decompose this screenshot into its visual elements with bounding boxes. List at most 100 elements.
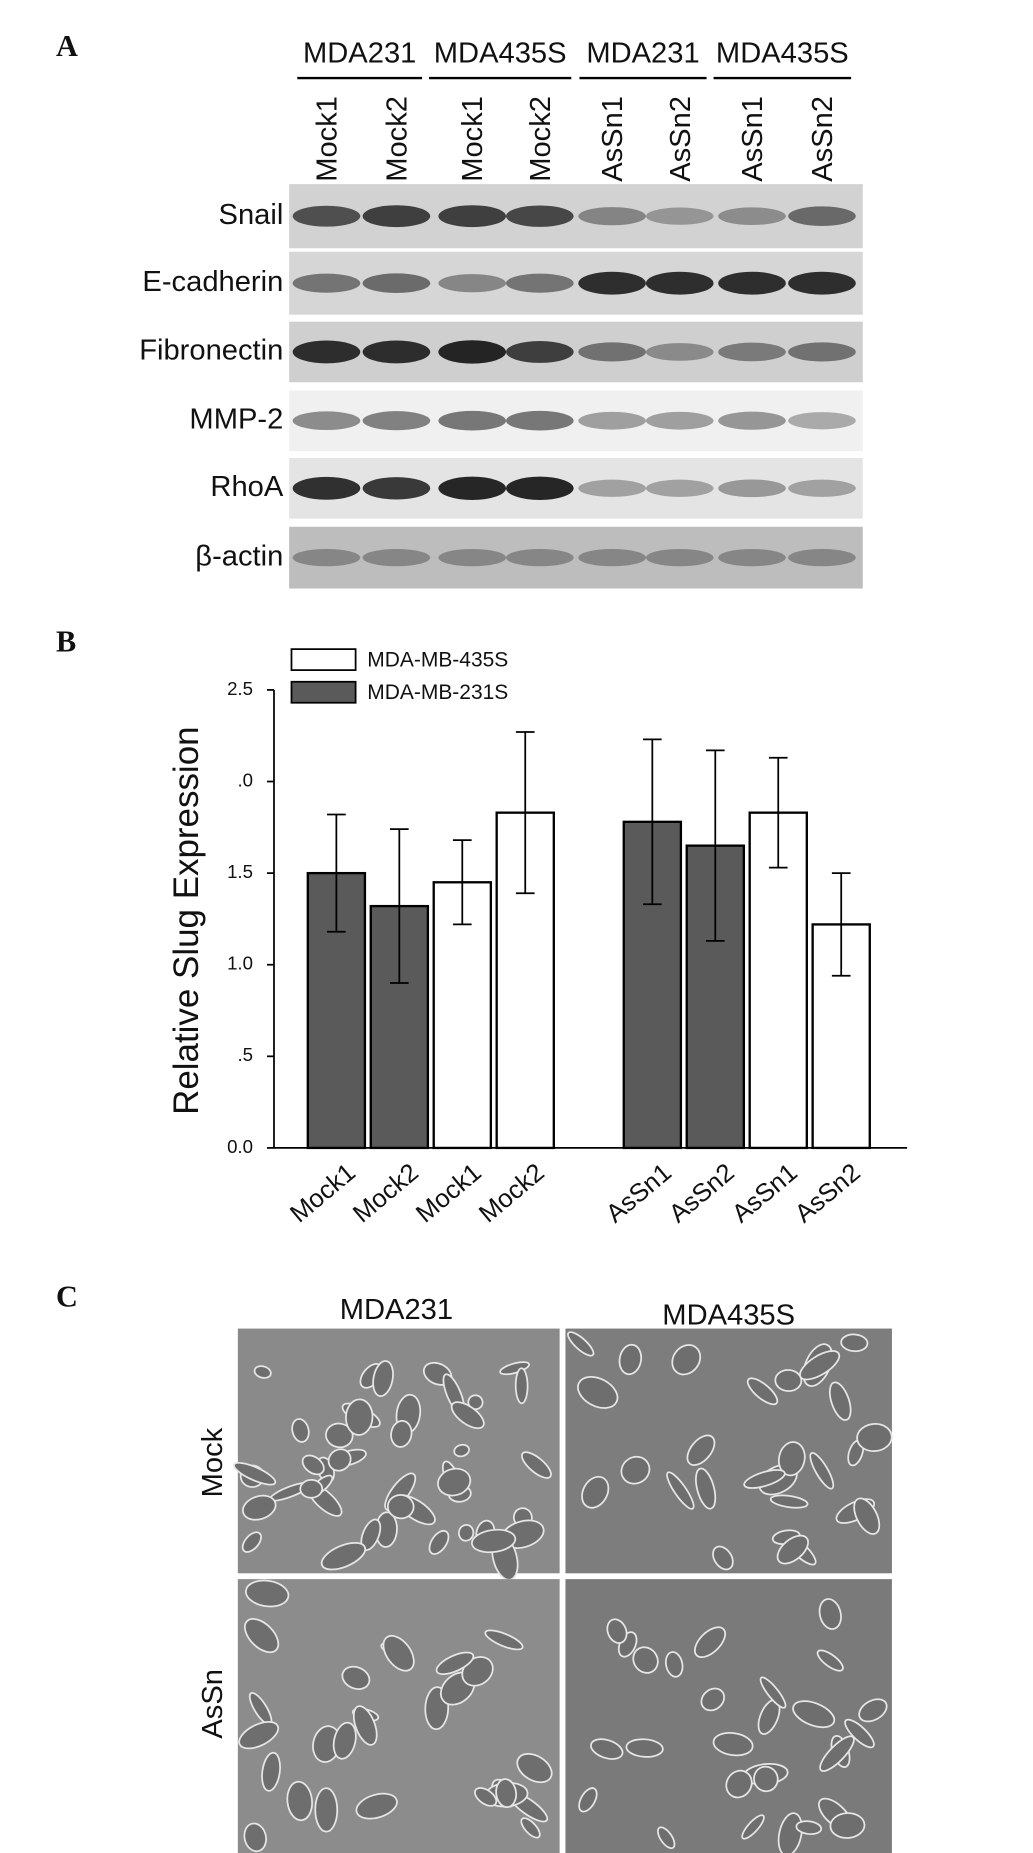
cell [345,1398,374,1436]
cell [253,1365,272,1379]
blot-strip [289,526,863,589]
cell [325,1422,354,1449]
cell [700,1687,725,1712]
cell [753,1765,779,1793]
cell [520,1817,541,1839]
cell [618,1343,643,1376]
blot-band [438,549,507,567]
lane-label: AsSn1 [737,96,769,182]
bar [811,923,871,1150]
y-axis-label: Relative Slug Expression [167,726,206,1114]
x-tick-label: AsSn1 [727,1158,803,1228]
blot-band [718,549,786,567]
blot-band [506,410,574,431]
cell [746,1377,779,1406]
blot-band [438,410,507,431]
x-tick-label: Mock2 [474,1158,550,1228]
blot-band [362,205,431,228]
blot-band [578,207,646,226]
x-tick-label: Mock1 [285,1158,361,1228]
cell [666,1471,695,1510]
cell [372,1360,394,1397]
error-bar [389,828,409,984]
blot-strip [289,390,863,452]
y-tick-label: 2.5 [227,678,253,699]
cell [776,1534,809,1565]
x-tick-label: Mock1 [411,1158,487,1228]
cell [314,1787,339,1833]
cell [499,1361,530,1376]
error-bar [515,731,535,895]
column-label: MDA435S [662,1300,795,1332]
blot-band [438,340,507,364]
cell [671,1344,702,1376]
x-tick-label: AsSn1 [601,1158,677,1228]
blot-band [506,340,574,363]
y-tick-label: .5 [237,1044,253,1065]
blot-band [438,205,507,228]
blot-band [718,479,786,498]
y-tick-label: 1.0 [227,953,253,974]
error-bar [705,749,725,942]
cell [457,1524,475,1542]
error-bar [452,839,472,926]
cell [840,1333,869,1353]
bar [748,811,808,1150]
cell [495,1778,517,1809]
cell [795,1820,823,1835]
group-label: MDA435S [716,37,849,69]
cell [774,1369,803,1392]
cell [743,1469,786,1489]
cell [693,1626,727,1659]
protein-label: Snail [219,199,284,231]
cell [695,1467,717,1510]
blot-band [362,411,431,431]
blot-band [506,549,574,567]
cell [712,1731,754,1757]
blot-band [578,271,646,295]
blot-band [788,549,856,567]
row-label: Mock [197,1427,229,1497]
group-label: MDA435S [434,37,567,69]
cell [238,1720,280,1750]
cell [390,1419,413,1448]
cell [320,1542,367,1571]
blot-band [645,343,714,361]
y-tick-label: 0.0 [227,1136,253,1157]
blot-band [362,340,431,364]
panel-label: C [56,1279,78,1313]
cell [581,1475,610,1509]
blot-band [788,271,856,295]
legend-label: MDA-MB-231S [367,681,508,704]
cell [777,1812,803,1853]
blot-band [292,273,361,293]
column-label: MDA231 [340,1294,453,1326]
legend-swatch [290,648,357,671]
y-tick-label: .0 [237,769,253,790]
blot-band [292,340,361,364]
protein-label: Fibronectin [139,335,283,367]
cell [858,1698,888,1723]
blot-band [645,479,714,497]
x-tick-label: AsSn2 [664,1158,740,1228]
blot-band [578,549,646,567]
x-tick-label: AsSn2 [790,1158,866,1228]
lane-label: AsSn1 [597,96,629,182]
cell [450,1401,485,1430]
cell [816,1649,844,1672]
bar [495,811,555,1150]
lane-label: Mock1 [457,96,489,182]
cell [799,1350,841,1381]
cell [242,1494,277,1521]
cell [261,1751,281,1792]
cell [437,1467,472,1497]
cell [606,1618,628,1644]
blot-band [718,342,786,362]
group-label: MDA231 [586,37,699,69]
protein-label: β-actin [195,540,283,572]
cell [341,1665,371,1690]
cell [657,1826,676,1850]
cell [244,1618,280,1654]
cell [521,1451,552,1479]
